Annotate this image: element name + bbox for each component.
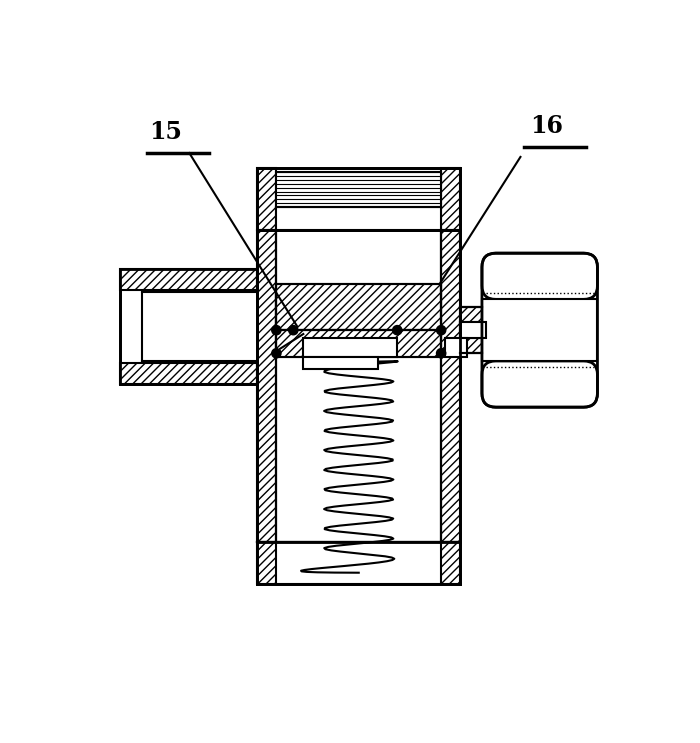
Circle shape xyxy=(393,325,402,335)
Bar xyxy=(120,268,257,384)
Bar xyxy=(120,268,257,290)
Bar xyxy=(461,322,482,338)
Bar xyxy=(257,169,276,230)
Circle shape xyxy=(437,348,446,358)
Text: 15: 15 xyxy=(149,120,182,144)
Circle shape xyxy=(272,348,281,358)
Bar xyxy=(257,169,461,230)
Bar xyxy=(257,542,461,584)
Bar xyxy=(120,268,257,384)
Bar xyxy=(257,542,276,584)
Bar xyxy=(461,338,482,353)
Bar xyxy=(445,338,466,357)
Bar xyxy=(482,299,598,361)
Circle shape xyxy=(288,325,298,335)
Bar xyxy=(276,207,441,230)
Bar xyxy=(461,322,486,338)
Circle shape xyxy=(272,325,281,335)
Bar xyxy=(276,284,441,330)
Bar xyxy=(257,230,276,542)
Bar xyxy=(461,307,482,322)
Bar xyxy=(303,357,378,369)
Bar xyxy=(441,169,461,230)
Text: 16: 16 xyxy=(530,114,563,137)
Bar xyxy=(120,363,257,384)
FancyBboxPatch shape xyxy=(482,361,598,407)
Circle shape xyxy=(437,325,446,335)
Bar xyxy=(441,230,461,542)
Bar xyxy=(303,338,398,357)
Bar xyxy=(276,284,441,330)
Bar xyxy=(276,330,441,357)
Bar xyxy=(277,358,440,541)
Bar xyxy=(276,172,441,207)
Bar xyxy=(441,542,461,584)
FancyBboxPatch shape xyxy=(482,253,598,299)
Bar xyxy=(276,330,441,357)
